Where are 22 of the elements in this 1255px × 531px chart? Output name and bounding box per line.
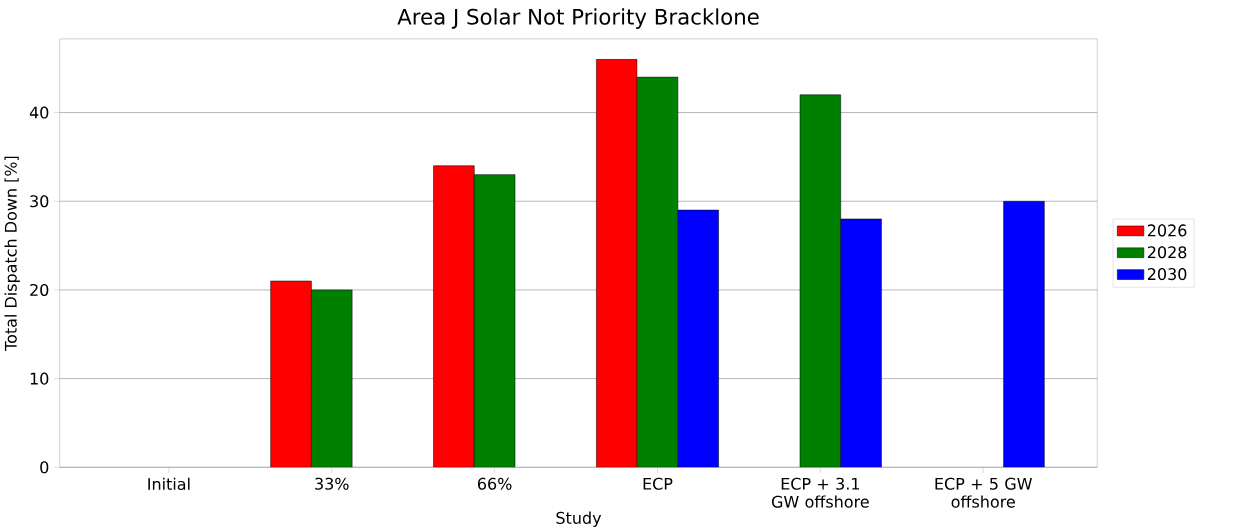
x-tick-label: ECP + 5 GW offshore [935,477,1032,508]
bar [636,76,679,468]
x-tick-label: ECP [643,477,673,490]
y-tick-label: 30 [30,194,49,208]
legend-label: 2026 [1147,224,1187,237]
x-axis-title: Study [556,511,602,527]
x-tick-label: 66% [477,477,512,490]
bar [799,94,841,468]
y-axis-title: Total Dispatch Down [%] [4,156,20,351]
y-tick-label: 0 [40,461,49,474]
bar [311,289,353,468]
legend-label: 2028 [1147,245,1187,259]
x-tick-label: 33% [315,477,349,490]
x-tick-label: Initial [148,477,190,490]
bar [1003,200,1045,468]
x-tick-label: ECP + 3.1 GW offshore [771,477,869,508]
y-tick-label: 40 [29,106,49,119]
bar [474,174,516,468]
y-tick-label: 20 [30,283,49,296]
y-tick-label: 10 [30,372,49,385]
chart-title: Area J Solar Not Priority Bracklone [397,8,759,29]
legend-label: 2030 [1147,267,1187,280]
